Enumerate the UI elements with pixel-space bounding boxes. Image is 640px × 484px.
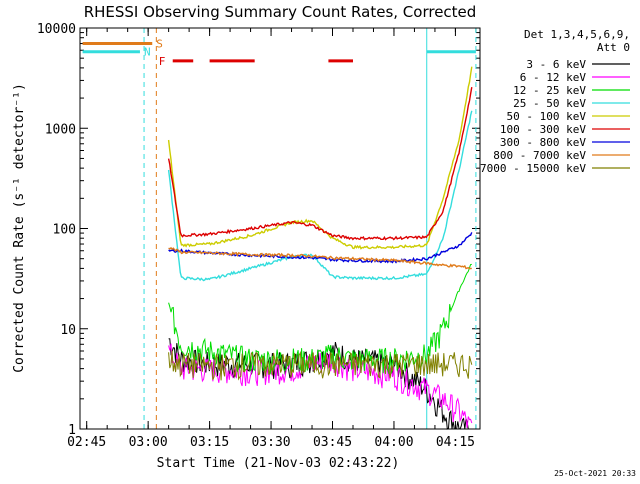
y-tick-label: 10000 <box>37 22 76 37</box>
timestamp: 25-Oct-2021 20:33 <box>554 469 636 478</box>
series-line-8 <box>168 350 473 381</box>
legend-label: 12 - 25 keV <box>513 84 586 97</box>
legend-label: 300 - 800 keV <box>500 136 586 149</box>
legend-header-line-2: Att 0 <box>597 41 630 54</box>
series-line-5 <box>167 86 473 241</box>
y-axis-label: Corrected Count Rate (s⁻¹ detector⁻¹) <box>12 83 27 373</box>
legend-label: 100 - 300 keV <box>500 123 586 136</box>
y-tick-label: 100 <box>53 223 76 238</box>
series-line-3 <box>167 110 473 282</box>
chart-title: RHESSI Observing Summary Count Rates, Co… <box>84 3 477 21</box>
x-tick-label: 02:45 <box>67 435 106 450</box>
flag-label-N: N <box>144 46 151 59</box>
legend-label: 50 - 100 keV <box>507 110 587 123</box>
x-tick-label: 04:15 <box>436 435 475 450</box>
legend-header-line-1: Det 1,3,4,5,6,9, <box>524 28 630 41</box>
x-tick-label: 04:00 <box>374 435 413 450</box>
y-tick-label: 10 <box>60 323 76 338</box>
legend-label: 7000 - 15000 keV <box>480 162 586 175</box>
y-tick-label: 1000 <box>45 122 76 137</box>
plot-layer: 02:45 03:00 03:15 03:30 03:45 04:00 04:15 1 10 10… <box>37 22 480 450</box>
series-line-0 <box>168 338 472 430</box>
legend-label: 6 - 12 keV <box>520 71 587 84</box>
x-tick-label: 03:15 <box>190 435 229 450</box>
flag-label-F: F <box>159 55 166 68</box>
legend-label: 25 - 50 keV <box>513 97 586 110</box>
plot-frame <box>79 27 481 430</box>
series-line-1 <box>168 343 473 429</box>
legend-label: 800 - 7000 keV <box>493 149 586 162</box>
y-tick-label: 1 <box>68 423 76 438</box>
series-line-4 <box>167 66 473 250</box>
x-axis-label: Start Time (21-Nov-03 02:43:22) <box>157 456 400 471</box>
series-line-7 <box>168 246 472 270</box>
flag-label-S: S <box>156 38 163 51</box>
legend-label: 3 - 6 keV <box>526 58 586 71</box>
x-tick-label: 03:00 <box>129 435 168 450</box>
x-tick-label: 03:30 <box>251 435 290 450</box>
x-tick-label: 03:45 <box>313 435 352 450</box>
